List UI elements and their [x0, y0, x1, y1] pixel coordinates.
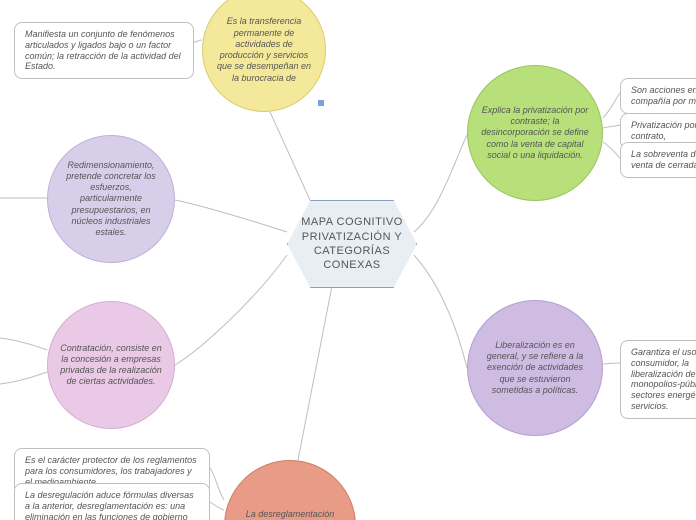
bubble-text: Explica la privatización por contraste; …	[480, 105, 590, 161]
bubble-green[interactable]: Explica la privatización por contraste; …	[467, 65, 603, 201]
bubble-lilac[interactable]: Redimensionamiento, pretende concretar l…	[47, 135, 175, 263]
edge	[298, 286, 332, 460]
bubble-violet[interactable]: Liberalización es en general, y se refie…	[467, 300, 603, 436]
edge	[414, 135, 467, 232]
note-text: La sobreventa de la venta de cerradas.	[631, 149, 696, 170]
edge	[210, 502, 224, 510]
bubble-text: Liberalización es en general, y se refie…	[480, 340, 590, 396]
edge	[175, 200, 287, 232]
edge	[414, 255, 467, 368]
note-r4b[interactable]: La desregulación aduce fórmulas diversas…	[14, 483, 210, 520]
edge	[603, 142, 620, 158]
note-text: Son acciones en la compañía por medio de	[631, 85, 696, 106]
bubble-text: Es la transferencia permanente de activi…	[215, 16, 313, 84]
edge	[0, 338, 47, 350]
center-label: MAPA COGNITIVO PRIVATIZACIÓN Y CATEGORÍA…	[288, 215, 416, 272]
edge	[210, 468, 224, 500]
edge	[603, 363, 620, 364]
resize-handle[interactable]	[318, 100, 324, 106]
mindmap-stage: Es la transferencia permanente de activi…	[0, 0, 696, 520]
note-r3[interactable]: Garantiza el uso al consumidor, la liber…	[620, 340, 696, 419]
note-r2a[interactable]: Son acciones en la compañía por medio de	[620, 78, 696, 114]
edge	[0, 372, 47, 384]
edge	[175, 255, 287, 365]
note-text: La desregulación aduce fórmulas diversas…	[25, 490, 194, 520]
note-text: Privatización por contrato,	[631, 120, 696, 141]
note-text: Manifiesta un conjunto de fenómenos arti…	[25, 29, 181, 71]
note-r1[interactable]: Manifiesta un conjunto de fenómenos arti…	[14, 22, 194, 79]
edge	[194, 40, 202, 42]
note-r2c[interactable]: La sobreventa de la venta de cerradas.	[620, 142, 696, 178]
bubble-text: Redimensionamiento, pretende concretar l…	[60, 160, 162, 239]
note-text: Es el carácter protector de los reglamen…	[25, 455, 197, 487]
edge	[603, 93, 620, 118]
center-node[interactable]: MAPA COGNITIVO PRIVATIZACIÓN Y CATEGORÍA…	[287, 200, 417, 288]
note-text: Garantiza el uso al consumidor, la liber…	[631, 347, 696, 411]
edge	[270, 112, 310, 200]
bubble-text: Contratación, consiste en la concesión a…	[60, 343, 162, 388]
bubble-salmon[interactable]: La desreglamentación parece tener una ca…	[224, 460, 356, 520]
bubble-text: La desreglamentación parece tener una ca…	[237, 509, 343, 520]
edge	[603, 125, 620, 128]
bubble-pink[interactable]: Contratación, consiste en la concesión a…	[47, 301, 175, 429]
bubble-yellow[interactable]: Es la transferencia permanente de activi…	[202, 0, 326, 112]
